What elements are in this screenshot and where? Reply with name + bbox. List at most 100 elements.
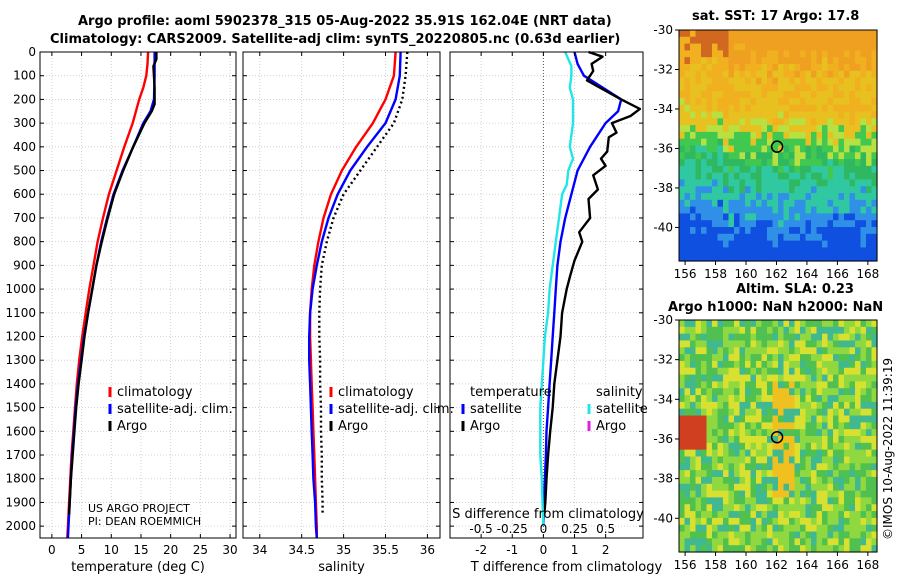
map-cell — [860, 254, 867, 262]
map-cell — [739, 159, 746, 167]
map-cell — [695, 333, 702, 342]
map-cell — [811, 395, 818, 403]
map-cell — [756, 131, 763, 140]
map-cell — [679, 490, 686, 499]
map-cell — [827, 254, 834, 262]
map-cell — [849, 367, 856, 376]
map-cell — [833, 111, 840, 119]
map-cell — [783, 490, 790, 499]
map-cell — [789, 442, 796, 451]
map-cell — [871, 70, 878, 79]
map-cell — [701, 247, 708, 255]
map-cell — [734, 436, 741, 444]
map-cell — [816, 531, 823, 539]
map-cell — [756, 490, 763, 499]
map-cell — [679, 395, 686, 403]
x-tick-label: 35.5 — [372, 543, 399, 557]
map-cell — [794, 125, 801, 133]
map-cell — [871, 476, 878, 485]
map-cell — [833, 415, 840, 423]
map-cell — [728, 206, 735, 215]
map-cell — [750, 524, 757, 533]
map-cell — [800, 456, 807, 464]
map-cell — [822, 36, 829, 45]
map-cell — [761, 179, 768, 187]
map-cell — [849, 70, 856, 79]
map-cell — [679, 517, 686, 526]
map-cell — [805, 43, 812, 51]
map-cell — [805, 111, 812, 119]
map-cell — [855, 186, 862, 194]
map-cell — [723, 538, 730, 546]
y-tick-label: 700 — [13, 211, 36, 225]
map-cell — [695, 125, 702, 133]
map-cell — [723, 408, 730, 417]
map-cell — [728, 545, 735, 553]
map-cell — [822, 97, 829, 106]
map-cell — [816, 354, 823, 362]
map-cell — [767, 511, 774, 519]
map-cell — [684, 545, 691, 553]
map-cell — [871, 36, 878, 45]
map-cell — [844, 111, 851, 119]
map-cell — [745, 333, 752, 342]
map-cell — [800, 186, 807, 194]
map-cell — [739, 97, 746, 106]
map-cell — [695, 165, 702, 174]
map-cell — [838, 193, 845, 201]
map-cell — [778, 36, 785, 45]
map-cell — [679, 63, 686, 72]
map-cell — [844, 360, 851, 369]
map-cell — [783, 43, 790, 51]
map-cell — [679, 152, 686, 160]
map-cell — [717, 63, 724, 72]
map-cell — [805, 227, 812, 235]
map-cell — [739, 36, 746, 45]
map-cell — [767, 70, 774, 79]
map-cell — [783, 138, 790, 147]
map-cell — [712, 131, 719, 140]
map-cell — [789, 233, 796, 242]
map-cell — [739, 240, 746, 249]
map-cell — [679, 422, 686, 430]
map-cell — [750, 104, 757, 113]
map-cell — [695, 374, 702, 383]
map-cell — [866, 511, 873, 519]
map-cell — [761, 220, 768, 228]
map-cell — [712, 401, 719, 410]
map-cell — [684, 125, 691, 133]
map-cell — [849, 63, 856, 72]
map-cell — [745, 227, 752, 235]
map-cell — [706, 43, 713, 51]
map-cell — [734, 367, 741, 376]
map-cell — [860, 490, 867, 499]
map-cell — [871, 340, 878, 348]
map-cell — [871, 84, 878, 92]
pi-note: PI: DEAN ROEMMICH — [88, 515, 201, 528]
map-cell — [789, 531, 796, 539]
map-cell — [756, 395, 763, 403]
map-cell — [701, 118, 708, 126]
map-cell — [844, 50, 851, 58]
map-cell — [679, 340, 686, 348]
map-cell — [739, 227, 746, 235]
map-cell — [684, 490, 691, 499]
map-cell — [723, 254, 730, 262]
map-cell — [805, 199, 812, 208]
map-cell — [833, 57, 840, 65]
map-cell — [816, 131, 823, 140]
map-cell — [816, 152, 823, 160]
map-cell — [750, 429, 757, 437]
map-cell — [772, 408, 779, 417]
map-cell — [679, 36, 686, 45]
map-cell — [701, 449, 708, 458]
map-cell — [789, 63, 796, 72]
map-cell — [838, 70, 845, 79]
map-cell — [734, 193, 741, 201]
map-cell — [756, 50, 763, 58]
map-cell — [767, 408, 774, 417]
map-cell — [756, 70, 763, 79]
map-cell — [701, 333, 708, 342]
map-cell — [679, 233, 686, 242]
map-cell — [866, 206, 873, 215]
